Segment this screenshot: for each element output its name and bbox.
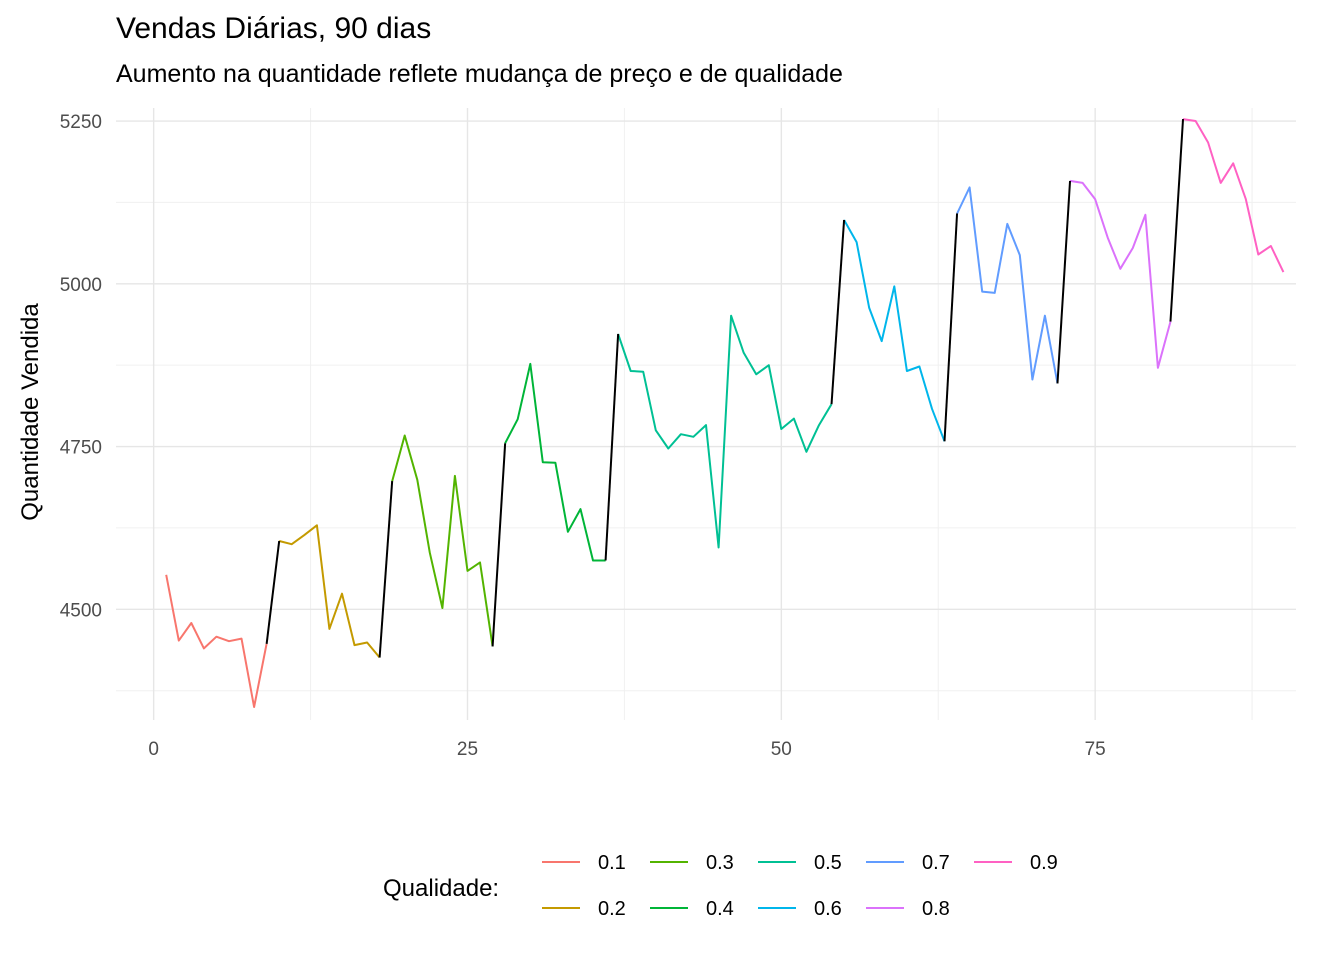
y-axis-title: Quantidade Vendida	[17, 303, 44, 521]
y-axis-ticks: 4500 4750 5000 5250	[60, 112, 102, 621]
series-line-0-5	[617, 314, 833, 549]
transition-line	[604, 333, 620, 561]
legend-label: 0.7	[922, 852, 950, 874]
transition-line	[1056, 180, 1072, 384]
legend-title: Qualidade:	[383, 875, 499, 902]
series-lines	[165, 118, 1285, 708]
y-tick-label: 4500	[60, 600, 102, 621]
legend-label: 0.9	[1030, 852, 1058, 874]
chart-subtitle: Aumento na quantidade reflete mudança de…	[116, 60, 843, 88]
transition-line	[1169, 119, 1185, 322]
legend-label: 0.4	[706, 898, 734, 920]
series-line-0-9	[1182, 118, 1285, 273]
transition-line	[378, 480, 394, 658]
series-line-0-3	[391, 434, 494, 647]
x-tick-label: 25	[457, 739, 478, 760]
transition-line	[491, 443, 507, 647]
x-tick-label: 50	[771, 739, 792, 760]
y-tick-label: 5000	[60, 275, 102, 296]
series-line-0-4	[504, 362, 606, 562]
x-tick-label: 0	[148, 739, 159, 760]
legend: Qualidade: 0.1 0.2 0.3 0.4 0.5 0.6 0.7 0.8 0.9	[383, 852, 1058, 920]
major-grid	[116, 108, 1296, 720]
legend-label: 0.3	[706, 852, 734, 874]
legend-label: 0.5	[814, 852, 842, 874]
series-line-0-6	[843, 219, 946, 442]
series-line-0-1	[165, 574, 268, 708]
series-line-0-2	[278, 524, 381, 659]
transition-line	[265, 540, 281, 644]
series-line-0-8	[1069, 179, 1172, 369]
y-tick-label: 4750	[60, 438, 102, 459]
minor-grid	[116, 108, 1296, 720]
legend-label: 0.1	[598, 852, 626, 874]
legend-label: 0.8	[922, 898, 950, 920]
chart-title: Vendas Diárias, 90 dias	[116, 12, 432, 45]
y-tick-label: 5250	[60, 112, 102, 133]
x-axis-ticks: 0 25 50 75	[148, 739, 1105, 760]
legend-label: 0.2	[598, 898, 626, 920]
series-line-0-7	[956, 186, 1059, 384]
transition-line	[943, 213, 959, 442]
x-tick-label: 75	[1085, 739, 1106, 760]
transition-line	[830, 219, 846, 405]
legend-label: 0.6	[814, 898, 842, 920]
